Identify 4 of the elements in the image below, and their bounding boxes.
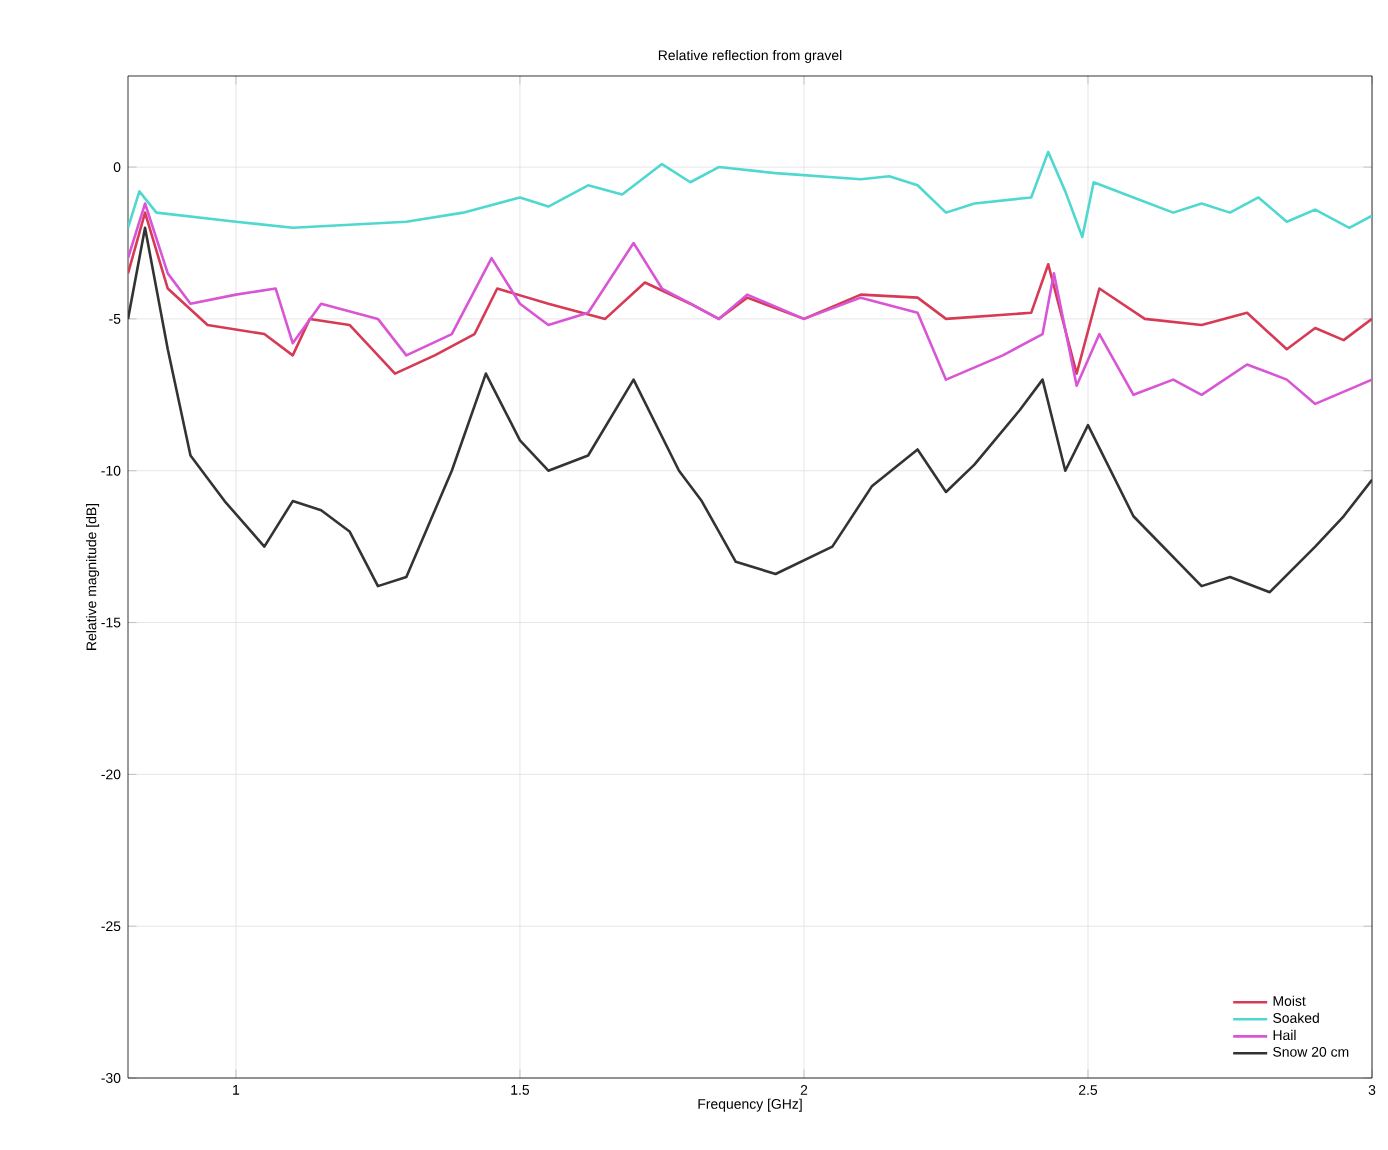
line-series: [128, 211, 1373, 375]
line-series: [128, 150, 1373, 239]
line-series: [128, 202, 1373, 406]
line-series: [128, 226, 1373, 594]
